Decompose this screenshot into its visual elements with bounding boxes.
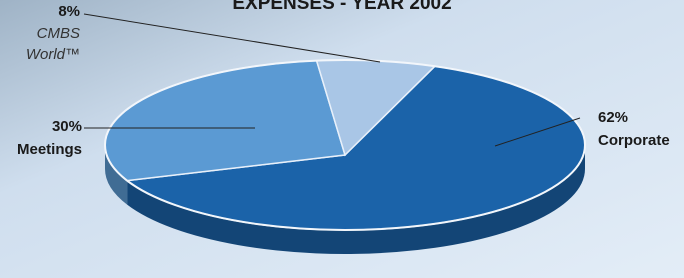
value-label: 62% — [598, 109, 628, 126]
category-label: Meetings — [17, 141, 82, 158]
chart-title: EXPENSES - YEAR 2002 — [232, 0, 451, 14]
value-label: 8% — [58, 3, 80, 20]
pie — [105, 60, 585, 254]
category-label: Corporate — [598, 132, 670, 149]
chart: EXPENSES - YEAR 2002 8%CMBSWorld™30%Meet… — [0, 0, 684, 278]
value-label: 30% — [52, 118, 82, 135]
